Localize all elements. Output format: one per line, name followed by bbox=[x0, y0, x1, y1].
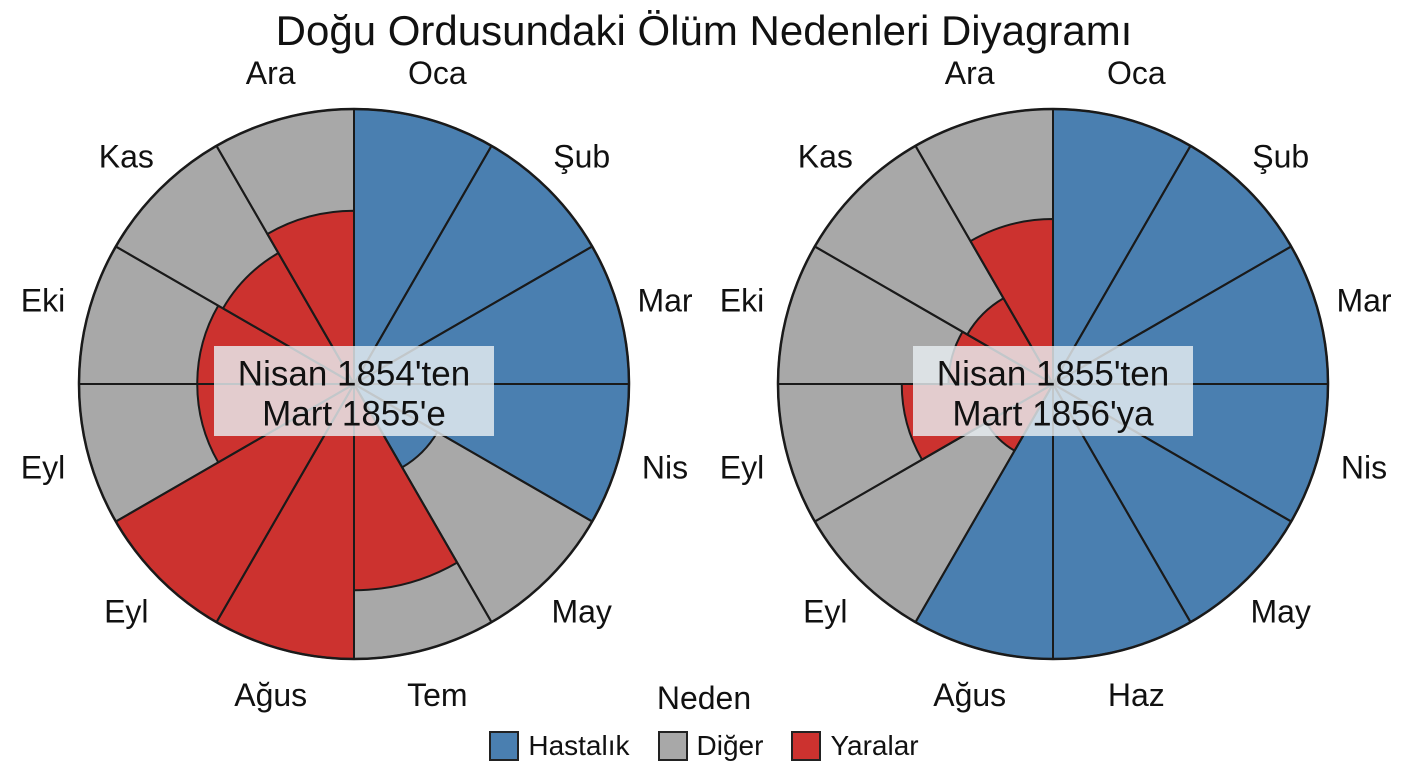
month-label: Eki bbox=[720, 283, 764, 319]
center-label-line: Nisan 1855'ten bbox=[937, 355, 1169, 394]
month-label: Eyl bbox=[803, 594, 847, 630]
radial-line bbox=[914, 145, 1054, 385]
month-label: Kas bbox=[798, 138, 853, 174]
month-label: Oca bbox=[408, 55, 467, 91]
legend-swatch-hastalik bbox=[489, 731, 520, 761]
polar-chart-1: Oca Şub Mar Nis May Tem Ağus Eyl Eyl Eki Kas Ara Nis… bbox=[21, 55, 693, 713]
month-label: Kas bbox=[99, 138, 154, 174]
radial-line bbox=[215, 145, 355, 385]
legend-item-yaralar: Yaralar bbox=[791, 730, 919, 762]
month-label: Eyl bbox=[21, 449, 65, 485]
month-label: Nis bbox=[1341, 449, 1387, 485]
center-label-line: Nisan 1854'ten bbox=[238, 355, 470, 394]
center-label-line: Mart 1855'e bbox=[262, 395, 446, 434]
month-label: Nis bbox=[642, 449, 688, 485]
month-label: Tem bbox=[407, 677, 467, 713]
legend-label-yaralar: Yaralar bbox=[830, 730, 919, 761]
month-label: Oca bbox=[1107, 55, 1166, 91]
center-label-box bbox=[214, 346, 494, 436]
month-label: Ağus bbox=[933, 677, 1006, 713]
month-label: Ara bbox=[246, 55, 296, 91]
month-label: Şub bbox=[1252, 138, 1309, 174]
month-label: Eyl bbox=[104, 594, 148, 630]
radial-line bbox=[1052, 145, 1192, 385]
month-label: Eyl bbox=[720, 449, 764, 485]
wedge-2-12-yaralar bbox=[969, 218, 1054, 385]
legend-label-diger: Diğer bbox=[696, 730, 764, 761]
legend-label-hastalik: Hastalık bbox=[528, 730, 630, 761]
outer-circle bbox=[77, 107, 631, 661]
legend-item-diger: Diğer bbox=[657, 730, 764, 762]
month-label: Ara bbox=[945, 55, 995, 91]
wedge-1-12-yaralar bbox=[266, 209, 355, 385]
center-label-line: Mart 1856'ya bbox=[952, 395, 1154, 434]
month-label: Mar bbox=[637, 283, 692, 319]
month-label: Şub bbox=[553, 138, 610, 174]
outer-circle bbox=[776, 107, 1330, 661]
legend-swatch-yaralar bbox=[791, 731, 822, 761]
center-label-box bbox=[913, 346, 1193, 436]
month-label: Haz bbox=[1108, 677, 1165, 713]
month-label: Ağus bbox=[234, 677, 307, 713]
legend-swatch-diger bbox=[657, 731, 688, 761]
month-label: Mar bbox=[1336, 283, 1391, 319]
polar-chart-2: Oca Şub Mar Nis May Haz Ağus Eyl Eyl Eki Kas Ara Nis… bbox=[720, 55, 1392, 713]
legend: Hastalık Diğer Yaralar bbox=[0, 726, 1408, 766]
month-label: May bbox=[1250, 594, 1310, 630]
legend-title: Neden bbox=[656, 680, 752, 716]
radial-line bbox=[353, 145, 493, 385]
chart-title: Doğu Ordusundaki Ölüm Nedenleri Diyagram… bbox=[275, 7, 1133, 54]
legend-item-hastalik: Hastalık bbox=[489, 730, 630, 762]
month-label: May bbox=[551, 594, 611, 630]
month-label: Eki bbox=[21, 283, 65, 319]
